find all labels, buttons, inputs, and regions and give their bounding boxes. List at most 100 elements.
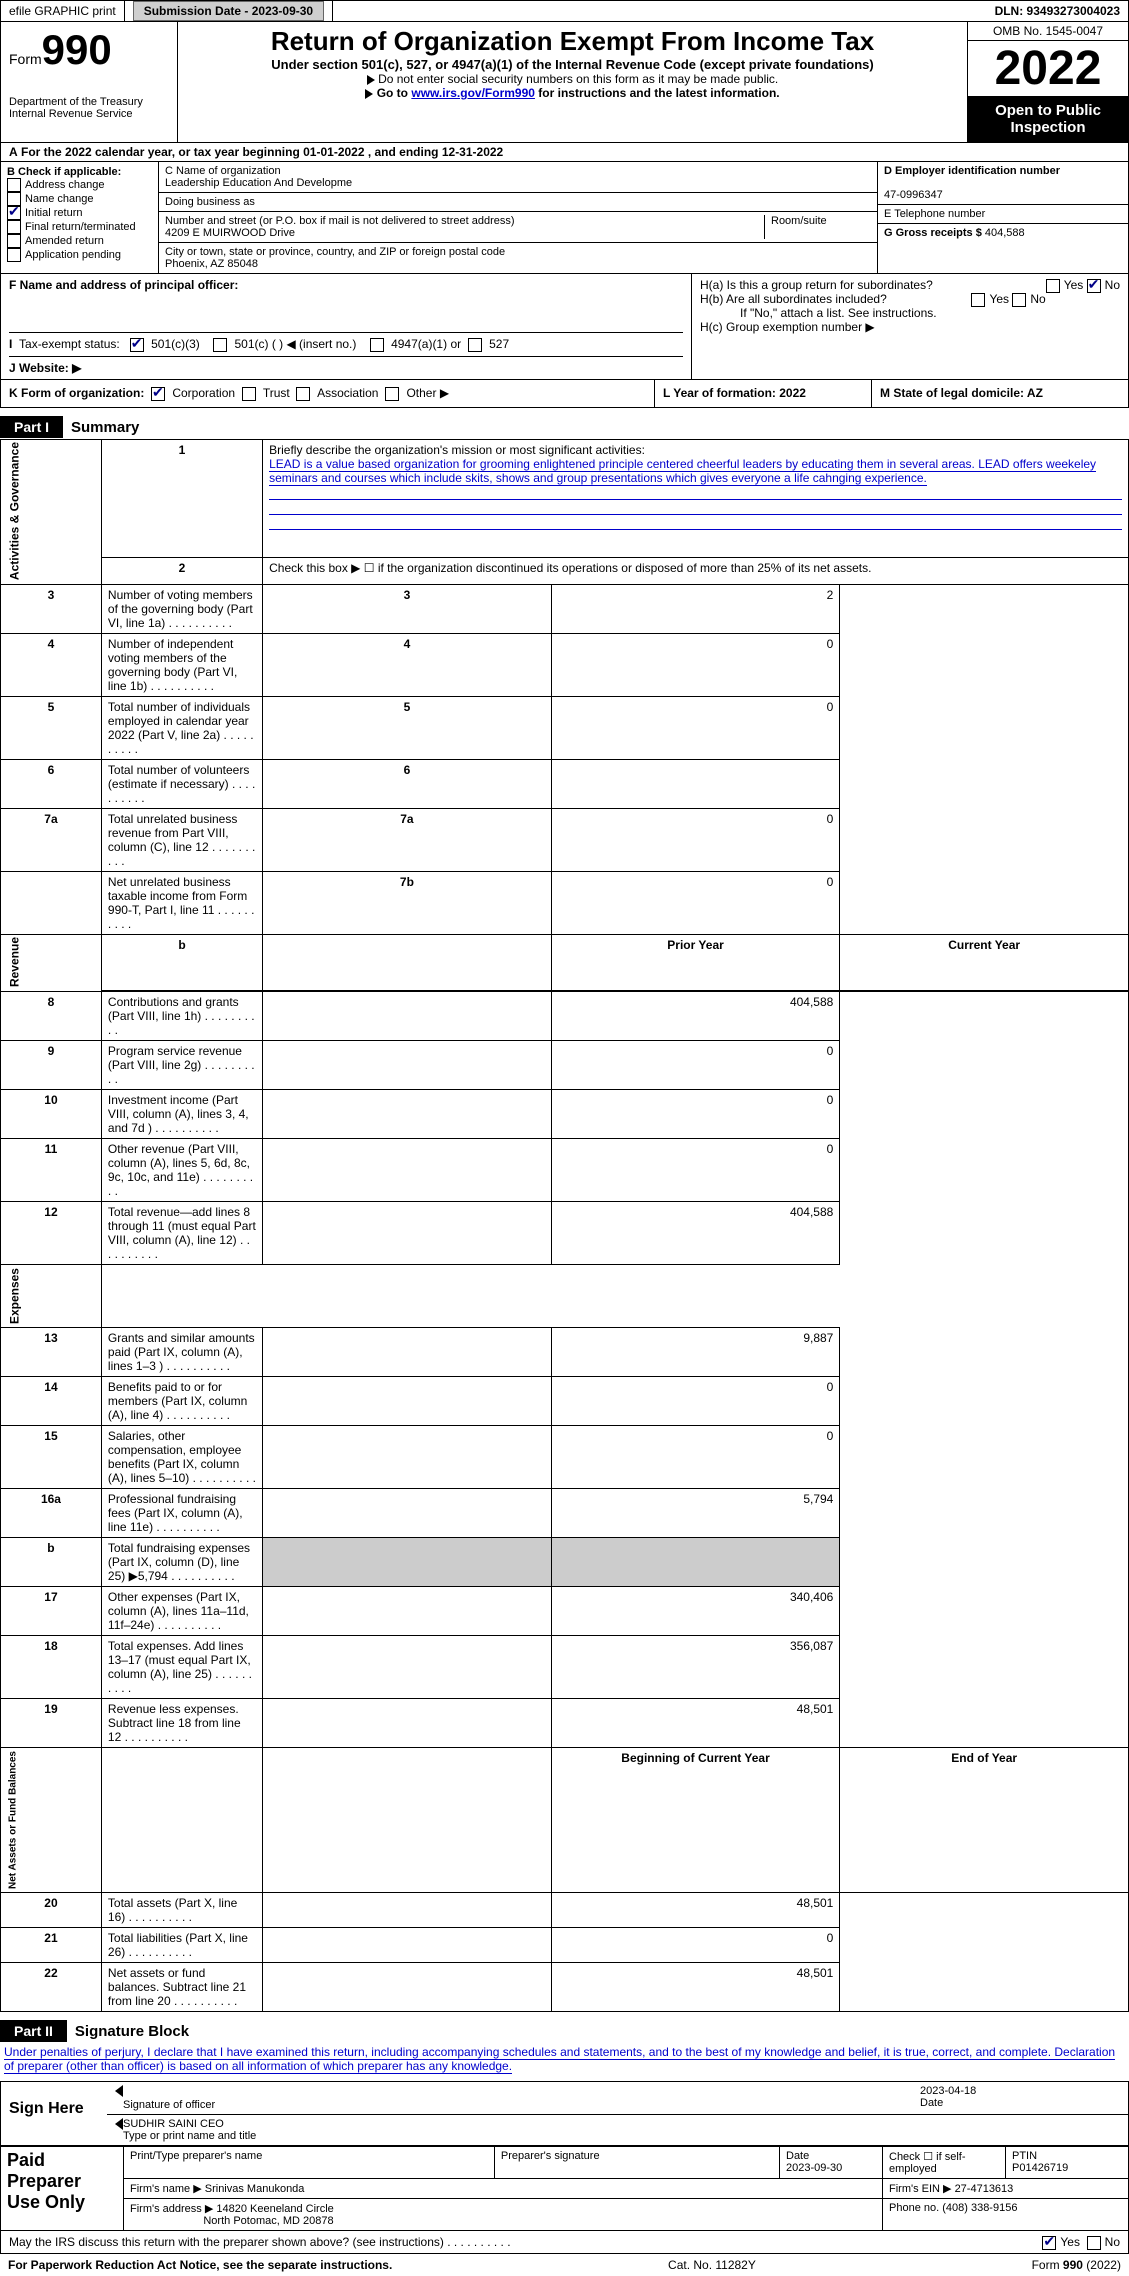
l-year-formation: L Year of formation: 2022 bbox=[663, 386, 806, 400]
discuss-yes-checkbox[interactable] bbox=[1042, 2236, 1056, 2250]
current-year-value bbox=[551, 1538, 840, 1587]
line-a-text: For the 2022 calendar year, or tax year … bbox=[21, 145, 503, 159]
line-num: 7a bbox=[1, 808, 102, 871]
section-fh: F Name and address of principal officer:… bbox=[0, 273, 1129, 379]
4947-checkbox[interactable] bbox=[370, 338, 384, 352]
section-bcd: B Check if applicable: Address change Na… bbox=[0, 161, 1129, 273]
ptin-value: P01426719 bbox=[1012, 2162, 1068, 2174]
officer-name: SUDHIR SAINI CEO bbox=[123, 2118, 224, 2130]
line-num: 1 bbox=[101, 439, 262, 558]
self-employed-check[interactable]: Check ☐ if self-employed bbox=[883, 2147, 1006, 2179]
trust-checkbox[interactable] bbox=[242, 387, 256, 401]
assoc-checkbox[interactable] bbox=[296, 387, 310, 401]
line-num: b bbox=[1, 1538, 102, 1587]
part2-header: Part II bbox=[0, 2020, 67, 2042]
main-title: Return of Organization Exempt From Incom… bbox=[186, 26, 959, 57]
current-year-value: 0 bbox=[551, 1377, 840, 1426]
initial-return-checkbox[interactable] bbox=[7, 206, 21, 220]
s1-label: Briefly describe the organization's miss… bbox=[269, 443, 645, 457]
other-checkbox[interactable] bbox=[385, 387, 399, 401]
paid-preparer-label: Paid Preparer Use Only bbox=[1, 2147, 124, 2231]
arrow-icon bbox=[115, 2118, 123, 2130]
activities-governance-label: Activities & Governance bbox=[1, 439, 102, 584]
final-return-label: Final return/terminated bbox=[25, 221, 136, 233]
line-value bbox=[551, 759, 840, 808]
prior-year-value bbox=[263, 1139, 552, 1202]
ptin-label: PTIN bbox=[1012, 2150, 1037, 2162]
m-state-domicile: M State of legal domicile: AZ bbox=[880, 386, 1043, 400]
trust-label: Trust bbox=[263, 386, 290, 400]
line-num: 17 bbox=[1, 1587, 102, 1636]
amended-label: Amended return bbox=[25, 235, 104, 247]
footer-left: For Paperwork Reduction Act Notice, see … bbox=[8, 2258, 392, 2272]
final-return-checkbox[interactable] bbox=[7, 220, 21, 234]
firm-addr-value: 14820 Keeneland Circle bbox=[216, 2203, 333, 2215]
open-public-label: Open to Public Inspection bbox=[968, 96, 1128, 142]
line-text: Total fundraising expenses (Part IX, col… bbox=[101, 1538, 262, 1587]
4947-label: 4947(a)(1) or bbox=[391, 337, 461, 351]
e-phone-label: E Telephone number bbox=[878, 205, 1128, 224]
line-text: Total liabilities (Part X, line 26) bbox=[101, 1928, 262, 1963]
prior-year-value bbox=[263, 1328, 552, 1377]
instruction-2a: Go to bbox=[377, 86, 412, 100]
org-name: Leadership Education And Developme bbox=[165, 177, 352, 189]
prior-year-value bbox=[263, 1377, 552, 1426]
amended-checkbox[interactable] bbox=[7, 234, 21, 248]
current-year-value: 0 bbox=[551, 1928, 840, 1963]
current-year-value: 0 bbox=[551, 1090, 840, 1139]
corp-checkbox[interactable] bbox=[151, 387, 165, 401]
501c3-checkbox[interactable] bbox=[130, 338, 144, 352]
ha-no-checkbox[interactable] bbox=[1087, 279, 1101, 293]
no-label: No bbox=[1105, 278, 1120, 292]
k-form-org-label: K Form of organization: bbox=[9, 386, 144, 400]
instruction-1: Do not enter social security numbers on … bbox=[378, 72, 778, 86]
line-num: 18 bbox=[1, 1636, 102, 1699]
current-year-value: 5,794 bbox=[551, 1489, 840, 1538]
omb-number: OMB No. 1545-0047 bbox=[968, 22, 1128, 41]
prior-year-value bbox=[263, 1963, 552, 2012]
part1-header: Part I bbox=[0, 416, 63, 438]
line-value: 2 bbox=[551, 584, 840, 633]
other-label: Other ▶ bbox=[406, 386, 449, 400]
line-box: 6 bbox=[263, 759, 552, 808]
perjury-declaration: Under penalties of perjury, I declare th… bbox=[0, 2043, 1129, 2075]
firm-name-value: Srinivas Manukonda bbox=[205, 2183, 305, 2195]
line-value: 0 bbox=[551, 633, 840, 696]
current-year-value: 0 bbox=[551, 1426, 840, 1489]
pending-checkbox[interactable] bbox=[7, 248, 21, 262]
527-checkbox[interactable] bbox=[468, 338, 482, 352]
line-text: Total unrelated business revenue from Pa… bbox=[101, 808, 262, 871]
expenses-label: Expenses bbox=[1, 1265, 102, 1328]
prior-year-header: Prior Year bbox=[551, 934, 840, 991]
form-prefix: Form bbox=[9, 51, 42, 67]
prior-year-value bbox=[263, 1893, 552, 1928]
part1-title: Summary bbox=[63, 416, 147, 439]
yes-label: Yes bbox=[989, 292, 1009, 306]
line-num: 21 bbox=[1, 1928, 102, 1963]
527-label: 527 bbox=[489, 337, 509, 351]
initial-return-label: Initial return bbox=[25, 207, 82, 219]
addr-change-checkbox[interactable] bbox=[7, 178, 21, 192]
revenue-label: Revenue bbox=[1, 934, 102, 991]
ha-yes-checkbox[interactable] bbox=[1046, 279, 1060, 293]
line-text: Professional fundraising fees (Part IX, … bbox=[101, 1489, 262, 1538]
sig-date-value: 2023-04-18 bbox=[920, 2085, 976, 2097]
current-year-value: 404,588 bbox=[551, 991, 840, 1041]
firm-name-label: Firm's name ▶ bbox=[130, 2183, 202, 2195]
prep-date-label: Date bbox=[786, 2150, 809, 2162]
hb-yes-checkbox[interactable] bbox=[971, 293, 985, 307]
line-num: 20 bbox=[1, 1893, 102, 1928]
prior-year-value bbox=[263, 1202, 552, 1265]
irs-link[interactable]: www.irs.gov/Form990 bbox=[411, 86, 535, 100]
current-year-header: Current Year bbox=[840, 934, 1129, 991]
prior-year-value bbox=[263, 991, 552, 1041]
line-num: 13 bbox=[1, 1328, 102, 1377]
501c-checkbox[interactable] bbox=[213, 338, 227, 352]
officer-name-label: Type or print name and title bbox=[123, 2130, 256, 2142]
hb-no-checkbox[interactable] bbox=[1012, 293, 1026, 307]
discuss-no-checkbox[interactable] bbox=[1087, 2236, 1101, 2250]
section-klm: K Form of organization: Corporation Trus… bbox=[0, 379, 1129, 408]
b-label: B Check if applicable: bbox=[7, 166, 121, 178]
submission-date-button[interactable]: Submission Date - 2023-09-30 bbox=[133, 1, 324, 21]
line-num: 15 bbox=[1, 1426, 102, 1489]
